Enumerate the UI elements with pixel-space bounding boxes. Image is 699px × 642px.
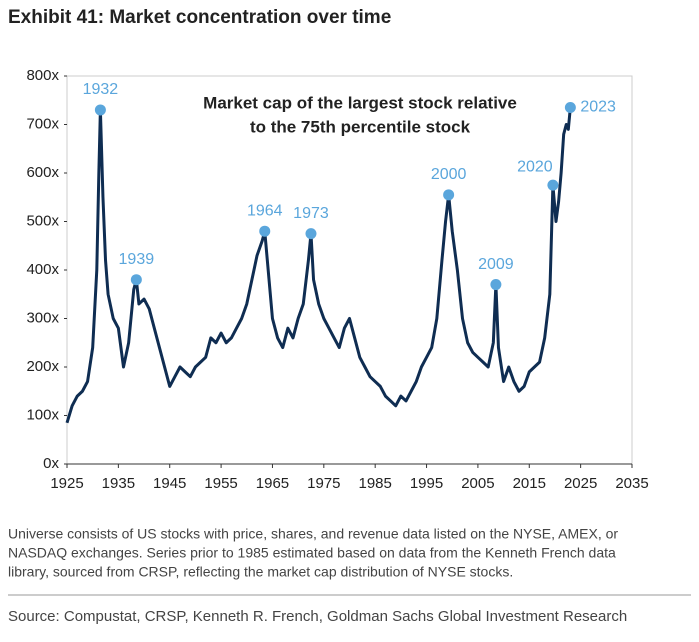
- subtitle: to the 75th percentile stock: [250, 117, 471, 136]
- annotation-label: 2020: [517, 158, 553, 175]
- y-tick-label: 100x: [26, 406, 59, 423]
- x-tick-label: 1945: [153, 475, 186, 492]
- annotation-label: 1964: [247, 202, 283, 219]
- annotation-dot: [305, 228, 317, 240]
- footnote: library, sourced from CRSP, reflecting t…: [8, 564, 513, 580]
- y-tick-label: 200x: [26, 358, 59, 375]
- x-tick-label: 2035: [615, 475, 648, 492]
- y-tick-label: 300x: [26, 309, 59, 326]
- x-tick-label: 2025: [564, 475, 597, 492]
- x-tick-label: 1965: [256, 475, 289, 492]
- line-series: [65, 107, 572, 424]
- footnote: NASDAQ exchanges. Series prior to 1985 e…: [8, 545, 616, 561]
- x-tick-label: 1935: [102, 475, 135, 492]
- y-tick-label: 500x: [26, 212, 59, 229]
- y-tick-label: 400x: [26, 261, 59, 278]
- annotation-dot: [130, 274, 142, 286]
- subtitle: Market cap of the largest stock relative: [203, 93, 517, 112]
- y-tick-label: 800x: [26, 67, 59, 84]
- x-tick-label: 2005: [461, 475, 494, 492]
- x-tick-label: 1985: [358, 475, 391, 492]
- annotation-label: 2023: [580, 99, 616, 116]
- y-tick-label: 0x: [43, 455, 59, 472]
- y-tick-label: 700x: [26, 115, 59, 132]
- annotation-dot: [547, 179, 559, 191]
- x-tick-label: 1995: [410, 475, 443, 492]
- annotation-dot: [259, 225, 271, 237]
- x-tick-label: 1975: [307, 475, 340, 492]
- chart-title: Exhibit 41: Market concentration over ti…: [8, 7, 391, 28]
- annotation-dot: [564, 102, 576, 114]
- x-tick-label: 1955: [204, 475, 237, 492]
- annotation-dot: [94, 104, 106, 116]
- annotation-label: 1973: [293, 205, 329, 222]
- annotation-dot: [490, 279, 502, 291]
- x-tick-label: 2015: [513, 475, 546, 492]
- annotation-dot: [443, 189, 455, 201]
- x-tick-label: 1925: [50, 475, 83, 492]
- annotation-label: 2000: [431, 166, 467, 183]
- source: Source: Compustat, CRSP, Kenneth R. Fren…: [8, 608, 627, 625]
- annotation-label: 1939: [119, 251, 155, 268]
- annotation-label: 2009: [478, 256, 514, 273]
- y-tick-label: 600x: [26, 164, 59, 181]
- annotation-label: 1932: [83, 81, 119, 98]
- footnote: Universe consists of US stocks with pric…: [8, 526, 618, 542]
